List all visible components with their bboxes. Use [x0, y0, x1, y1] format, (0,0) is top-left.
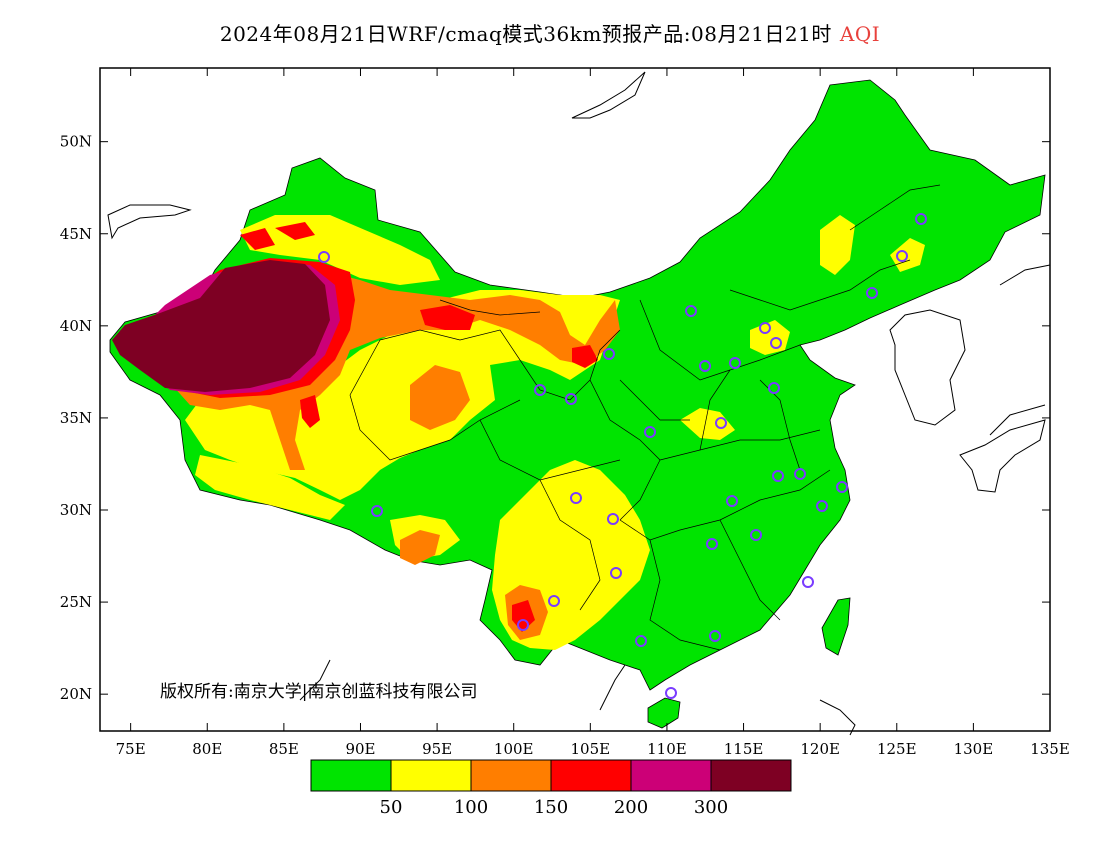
station-marker — [685, 305, 697, 317]
station-marker — [915, 213, 927, 225]
colorbar-label: 50 — [380, 797, 403, 818]
colorbar-swatch — [310, 759, 392, 792]
latitude-axis: 20N 25N 30N 35N 40N 45N 50N — [60, 133, 1050, 703]
copyright-text: 版权所有:南京大学|南京创蓝科技有限公司 — [160, 682, 477, 702]
colorbar-swatch — [630, 759, 712, 792]
station-marker — [709, 630, 721, 642]
station-marker — [836, 481, 848, 493]
lon-tick-label: 105E — [571, 740, 611, 758]
station-marker — [816, 500, 828, 512]
station-marker — [896, 250, 908, 262]
colorbar-swatch — [710, 759, 792, 792]
station-marker — [603, 348, 615, 360]
hainan-island — [647, 697, 681, 729]
neighbor-coastlines — [107, 71, 1051, 736]
lon-tick-label: 75E — [116, 740, 146, 758]
lon-tick-label: 130E — [954, 740, 994, 758]
station-marker — [570, 492, 582, 504]
station-marker — [715, 417, 727, 429]
lat-tick-label: 50N — [60, 133, 92, 151]
station-marker — [635, 635, 647, 647]
station-marker — [772, 470, 784, 482]
station-marker — [548, 595, 560, 607]
moderate-zone-northeast — [820, 215, 855, 275]
province-boundaries — [349, 184, 941, 651]
station-marker — [565, 393, 577, 405]
hazardous-zone-tarim — [112, 260, 330, 392]
station-marker — [729, 357, 741, 369]
lon-tick-label: 100E — [494, 740, 534, 758]
station-marker — [610, 567, 622, 579]
map-title-main: 2024年08月21日WRF/cmaq模式36km预报产品:08月21日21时 — [219, 22, 832, 46]
lon-tick-label: 80E — [192, 740, 222, 758]
station-marker — [759, 322, 771, 334]
usg-zone-tibet-east — [400, 530, 440, 565]
taiwan-island — [821, 597, 851, 656]
colorbar-swatch — [390, 759, 472, 792]
colorbar-swatch — [470, 759, 552, 792]
station-marker — [699, 360, 711, 372]
station-marker — [534, 384, 546, 396]
station-marker — [770, 337, 782, 349]
station-marker — [318, 251, 330, 263]
station-marker — [644, 426, 656, 438]
station-marker — [768, 382, 780, 394]
moderate-zone-tibet-south — [195, 455, 345, 520]
moderate-zone-central — [680, 408, 735, 440]
lon-tick-label: 135E — [1030, 740, 1070, 758]
lat-tick-label: 25N — [60, 593, 92, 611]
station-marker — [607, 513, 619, 525]
unhealthy-zone-hexi — [420, 305, 475, 330]
colorbar-label: 200 — [614, 797, 648, 818]
station-marker — [517, 619, 529, 631]
lon-tick-label: 90E — [345, 740, 375, 758]
map-title-variable: AQI — [839, 22, 881, 46]
colorbar-swatch — [550, 759, 632, 792]
unhealthy-zone-tianshan — [275, 222, 315, 240]
unhealthy-zone-ningxia — [572, 345, 598, 368]
colorbar-label: 150 — [534, 797, 568, 818]
longitude-axis: 75E 80E 85E 90E 95E 100E 105E 110E 115E 120E 125E 1… — [116, 68, 1070, 758]
unhealthy-zone-junggar — [240, 228, 275, 250]
colorbar-label: 100 — [454, 797, 488, 818]
lat-tick-label: 20N — [60, 685, 92, 703]
station-marker — [665, 687, 677, 699]
lon-tick-label: 110E — [647, 740, 687, 758]
lat-tick-label: 30N — [60, 501, 92, 519]
lat-tick-label: 40N — [60, 317, 92, 335]
station-marker — [866, 287, 878, 299]
station-markers — [318, 213, 927, 699]
lon-tick-label: 95E — [422, 740, 452, 758]
station-marker — [726, 495, 738, 507]
plot-frame — [99, 67, 1051, 732]
lat-tick-label: 45N — [60, 225, 92, 243]
station-marker — [371, 505, 383, 517]
usg-zone-qinghai — [410, 365, 470, 430]
lon-tick-label: 115E — [724, 740, 764, 758]
unhealthy-zone-tibet — [300, 395, 320, 428]
lon-tick-label: 120E — [800, 740, 840, 758]
lon-tick-label: 85E — [269, 740, 299, 758]
station-marker — [750, 529, 762, 541]
station-marker — [794, 468, 806, 480]
lon-tick-label: 125E — [877, 740, 917, 758]
map-title: 2024年08月21日WRF/cmaq模式36km预报产品:08月21日21时 A… — [0, 18, 1100, 47]
lat-tick-label: 35N — [60, 409, 92, 427]
station-marker — [802, 576, 814, 588]
station-marker — [706, 538, 718, 550]
colorbar: 50 100 150 200 300 — [310, 759, 792, 818]
map-field — [109, 79, 1046, 729]
colorbar-label: 300 — [694, 797, 728, 818]
